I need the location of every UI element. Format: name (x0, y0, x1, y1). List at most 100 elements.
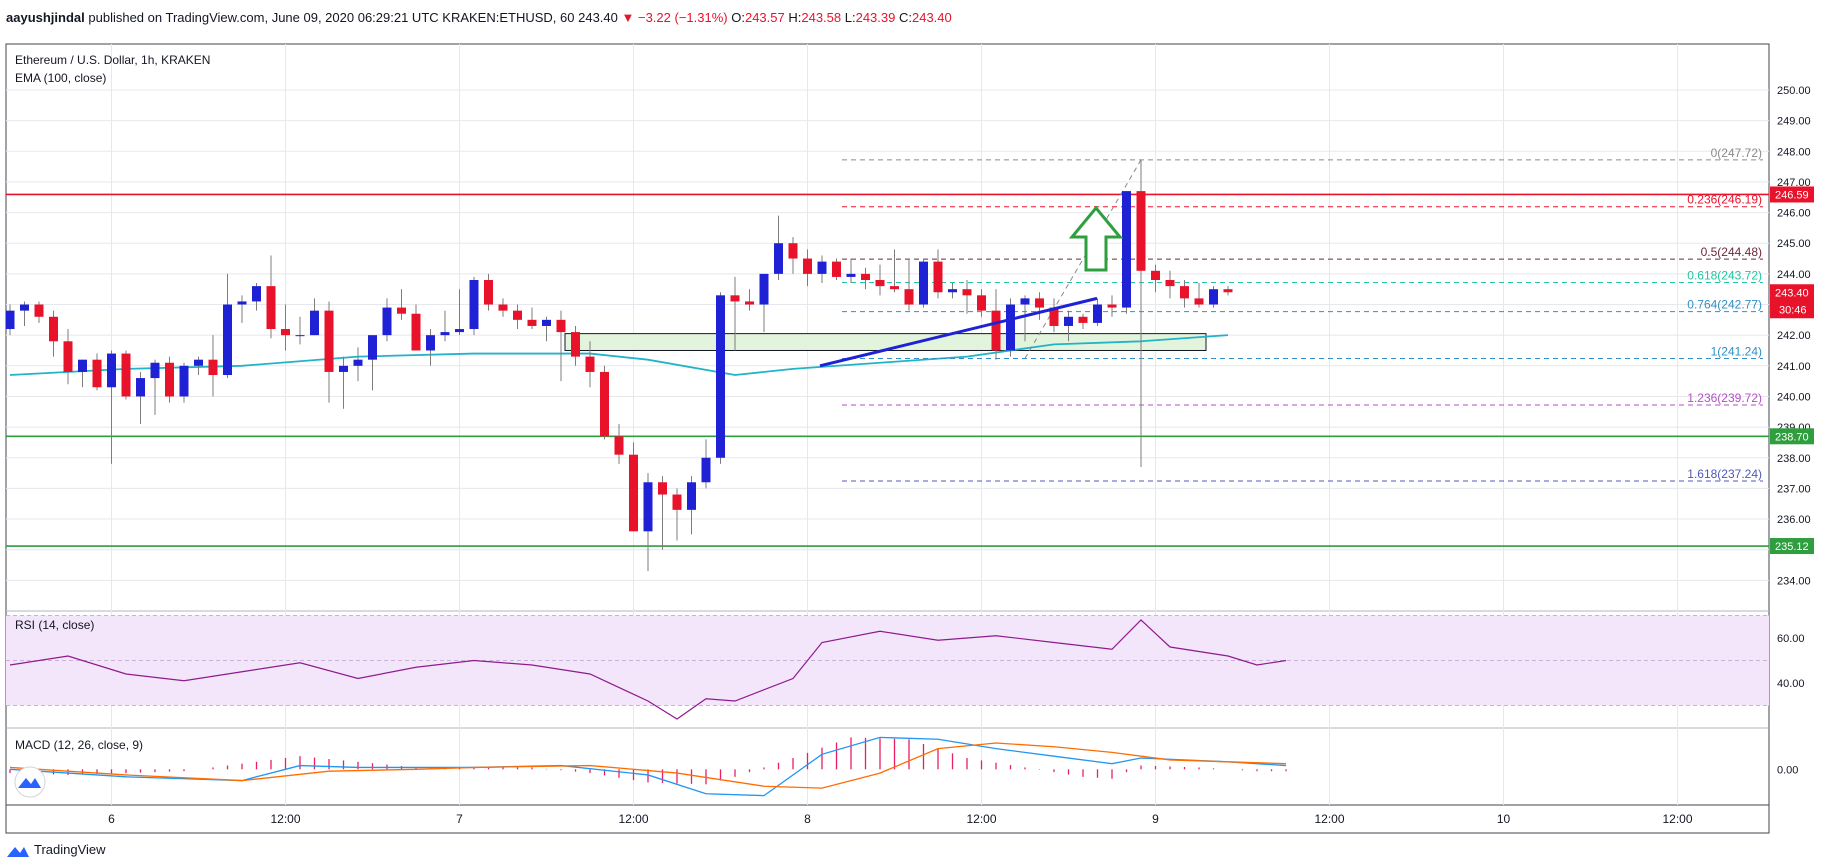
fib-level-label: 1.236(239.72) (1687, 391, 1762, 405)
candle-body (556, 319, 566, 333)
candle-body (977, 295, 986, 311)
ohlc-open: 243.57 (744, 10, 785, 25)
candle-body (20, 304, 29, 311)
candle-body (281, 329, 290, 336)
candle-body (223, 304, 232, 376)
candle-body (788, 243, 798, 259)
ohlc-close-label: C: (898, 10, 912, 25)
ohlc-high-label: H: (788, 10, 802, 25)
candle-body (658, 482, 667, 495)
candle-body (208, 359, 218, 376)
price-tick-label: 249.00 (1777, 116, 1811, 128)
candle-body (817, 261, 827, 274)
ascending-trendline (819, 296, 1098, 368)
price-tick-label: 237.00 (1777, 483, 1811, 495)
candle-body (730, 295, 740, 302)
candle-body (484, 279, 493, 305)
ohlc-low-label: L: (844, 10, 856, 25)
candle-body (716, 295, 725, 458)
macd-signal-line (9, 742, 1287, 789)
candle-body (266, 286, 276, 330)
candle-body (1180, 286, 1189, 299)
level-price-text: 238.70 (1775, 431, 1809, 443)
candle-body (759, 273, 769, 305)
candle-body (78, 359, 87, 372)
fib-level-label: 0.764(242.77) (1687, 298, 1762, 312)
candle-body (121, 353, 131, 397)
current-price-tag (1770, 284, 1814, 319)
candle-body (1165, 279, 1175, 287)
candle-body (1006, 304, 1015, 351)
tradingview-watermark-icon (14, 766, 46, 798)
level-price-tag (1770, 428, 1814, 445)
candle-body (948, 289, 957, 293)
price-pane: 0(247.72) 0.236(246.19) 0.5(244.48) 0.618(2… (5, 146, 1769, 572)
candle-body (1093, 304, 1102, 323)
price-tick-label: 244.00 (1777, 269, 1811, 281)
candle-body (107, 353, 116, 388)
price-tick-label: 238.00 (1777, 453, 1811, 465)
current-price-text: 243.40 (1775, 287, 1809, 299)
ohlc-high: 243.58 (801, 10, 842, 25)
candle-body (600, 371, 609, 437)
candle-body (411, 313, 421, 351)
macd-label: MACD (12, 26, close, 9) (15, 738, 143, 752)
rsi-pane (6, 615, 1769, 720)
symbol-label: KRAKEN:ETHUSD, 60 (442, 10, 575, 25)
fib-level-label: 1(241.24) (1711, 344, 1762, 358)
candle-body (382, 307, 392, 336)
time-tick-label: 7 (456, 812, 463, 826)
price-change: ▼ −3.22 (−1.31%) (621, 10, 728, 25)
chart-title: Ethereum / U.S. Dollar, 1h, KRAKEN (15, 53, 210, 67)
rsi-tick-label: 40.00 (1777, 678, 1805, 690)
ohlc-low: 243.39 (855, 10, 896, 25)
candle-body (49, 316, 58, 342)
ema-100-line (9, 334, 1229, 376)
ohlc-close: 243.40 (911, 10, 952, 25)
author-name[interactable]: aayushjindal (6, 10, 85, 25)
candle-body (310, 310, 319, 336)
chart-frame (5, 43, 1770, 834)
candle-body (1136, 191, 1146, 271)
rsi-line (9, 619, 1287, 720)
candle-body (890, 286, 899, 290)
time-tick-label: 6 (108, 812, 115, 826)
candle-body (1209, 289, 1218, 305)
candle-body (861, 273, 870, 280)
candle-body (295, 335, 305, 337)
candle-body (1194, 298, 1204, 305)
candle-body (1122, 191, 1131, 308)
ema-label: EMA (100, close) (15, 71, 106, 85)
candle-body (179, 365, 189, 397)
candle-body (803, 258, 812, 274)
candle-body (571, 332, 580, 357)
candle-body (440, 332, 450, 336)
candle-body (1107, 304, 1117, 308)
candle-body (237, 301, 247, 305)
published-info: published on TradingView.com, June 09, 2… (88, 10, 439, 25)
candle-body (643, 482, 653, 532)
price-tick-label: 246.00 (1777, 208, 1811, 220)
candle-body (745, 301, 754, 305)
candle-body (5, 310, 15, 330)
candle-body (687, 482, 696, 510)
rsi-band (6, 615, 1769, 706)
macd-line (9, 736, 1287, 797)
candle-body (252, 286, 261, 302)
candle-body (150, 362, 160, 379)
time-tick-label: 8 (804, 812, 811, 826)
candle-body (875, 279, 885, 287)
rsi-label: RSI (14, close) (15, 618, 94, 632)
candle-body (846, 273, 856, 277)
candle-body (455, 329, 464, 333)
candle-body (165, 362, 174, 397)
candle-body (1064, 316, 1073, 326)
candle-body (919, 261, 928, 305)
tradingview-brand[interactable]: TradingView (34, 842, 106, 857)
candle-body (469, 279, 479, 330)
candle-body (774, 243, 783, 274)
time-tick-label: 12:00 (1662, 812, 1692, 826)
candle-body (832, 261, 841, 277)
candle-body (194, 359, 203, 366)
